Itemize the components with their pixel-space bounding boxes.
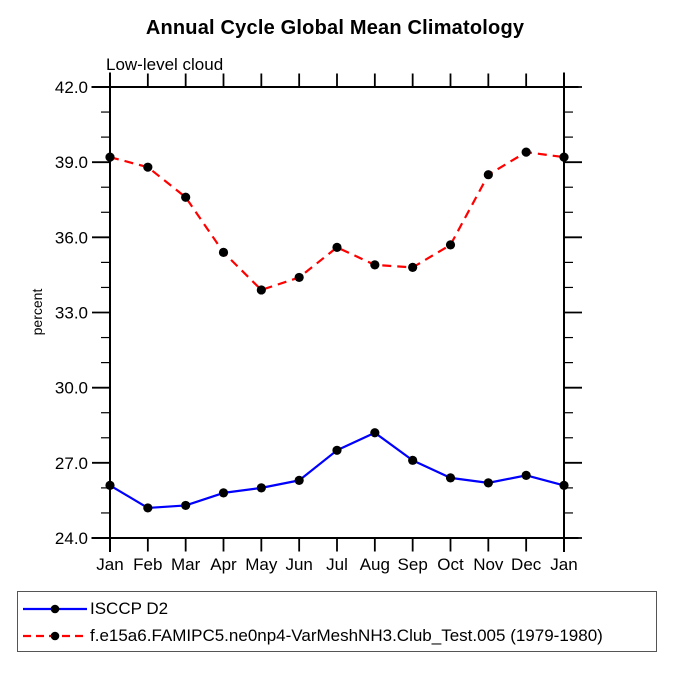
data-point <box>105 480 115 490</box>
chart-subtitle: Low-level cloud <box>106 55 224 74</box>
data-point <box>521 470 531 480</box>
series-line <box>109 151 565 292</box>
legend-box: ISCCP D2 f.e15a6.FAMIPC5.ne0np4-VarMeshN… <box>17 591 657 652</box>
data-point <box>256 483 266 493</box>
data-point <box>218 488 229 498</box>
x-tick-label: Aug <box>360 555 390 574</box>
data-point <box>218 247 229 257</box>
y-tick-label: 36.0 <box>55 228 88 247</box>
data-point <box>181 500 191 511</box>
data-point <box>370 260 380 270</box>
chart-title: Annual Cycle Global Mean Climatology <box>145 17 525 39</box>
x-tick-label: Nov <box>473 555 504 574</box>
x-tick-label: Dec <box>511 555 542 574</box>
x-tick-label: Jan <box>550 555 577 574</box>
x-tick-label: Apr <box>210 555 237 574</box>
data-point <box>370 428 380 438</box>
legend-label: f.e15a6.FAMIPC5.ne0np4-VarMeshNH3.Club_T… <box>90 625 603 645</box>
data-point <box>105 152 115 162</box>
x-tick-label: Feb <box>133 555 162 574</box>
x-tick-label: Sep <box>398 555 428 574</box>
y-tick-label: 24.0 <box>55 529 88 548</box>
data-point <box>559 480 569 490</box>
x-tick-label: Mar <box>171 555 201 574</box>
y-tick-label: 30.0 <box>55 379 88 398</box>
y-tick-label: 33.0 <box>55 304 88 323</box>
x-tick-label: Jun <box>285 555 312 574</box>
x-tick-label: Jul <box>326 555 348 574</box>
data-point <box>143 162 153 172</box>
data-point <box>559 152 569 162</box>
data-point <box>294 272 304 283</box>
data-point <box>143 503 153 513</box>
data-point <box>445 240 456 250</box>
data-point <box>181 192 191 202</box>
legend-sample-line-dashed <box>23 631 87 640</box>
data-point <box>408 262 418 272</box>
legend-sample-line-solid <box>23 604 87 613</box>
legend-item: ISCCP D2 <box>22 595 656 622</box>
x-tick-label: May <box>245 555 278 574</box>
legend-label: ISCCP D2 <box>90 598 169 618</box>
data-point <box>408 455 418 465</box>
y-tick-label: 39.0 <box>55 153 88 172</box>
x-tick-label: Oct <box>437 555 464 574</box>
x-tick-label: Jan <box>96 555 123 574</box>
data-point <box>483 478 493 488</box>
legend-item: f.e15a6.FAMIPC5.ne0np4-VarMeshNH3.Club_T… <box>22 622 656 649</box>
data-point <box>445 473 456 483</box>
data-point <box>294 475 304 485</box>
data-point <box>332 242 342 252</box>
y-tick-label: 42.0 <box>55 78 88 97</box>
series-line <box>109 431 565 510</box>
data-point <box>483 170 493 180</box>
data-point <box>521 147 531 157</box>
y-tick-label: 27.0 <box>55 454 88 473</box>
data-point <box>332 445 342 455</box>
data-point <box>256 285 266 295</box>
